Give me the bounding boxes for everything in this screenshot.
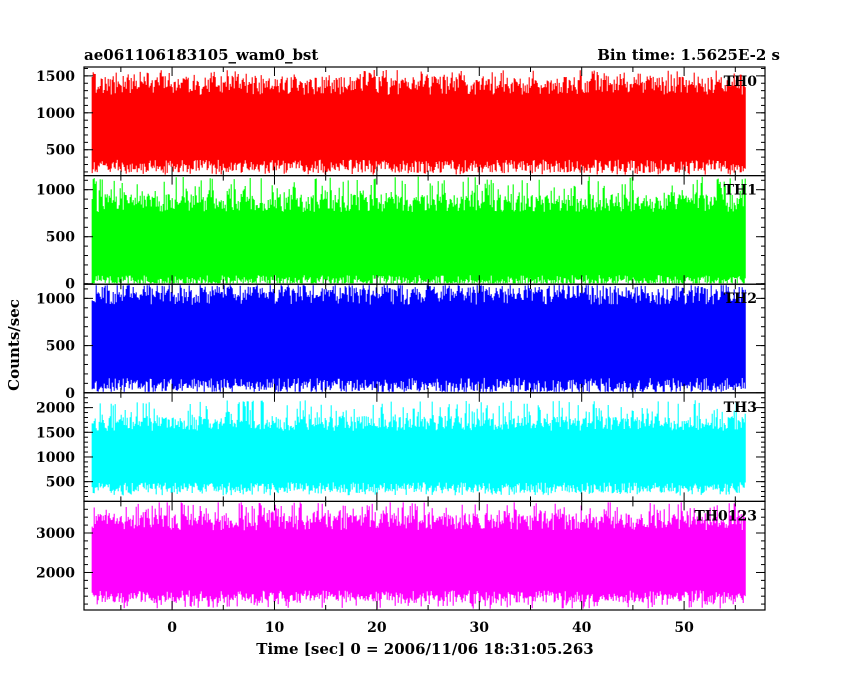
plot-title: ae061106183105_wam0_bst <box>84 46 318 64</box>
panel-label-th1: TH1 <box>724 183 757 199</box>
panel-frame-th0123 <box>83 500 766 611</box>
light-curve-th0 <box>91 70 746 175</box>
y-tick-label: 3000 <box>36 526 75 542</box>
bin-time-label: Bin time: 1.5625E-2 s <box>597 46 780 64</box>
y-axis-label: Counts/sec <box>5 299 23 391</box>
y-tick-label: 1000 <box>36 291 75 307</box>
x-tick-label: 40 <box>572 620 592 636</box>
y-tick-label: 0 <box>65 386 75 402</box>
panel-label-th0: TH0 <box>724 74 758 90</box>
y-tick-label: 1500 <box>36 69 75 85</box>
panel-label-th2: TH2 <box>724 291 757 307</box>
y-tick-label: 1000 <box>36 106 75 122</box>
x-tick-label: 0 <box>167 620 177 636</box>
x-tick-label: 30 <box>470 620 490 636</box>
x-tick-label: 20 <box>367 620 387 636</box>
light-curve-th0123 <box>91 502 746 609</box>
y-tick-label: 500 <box>46 475 75 491</box>
y-tick-label: 0 <box>65 277 75 293</box>
x-axis-label: Time [sec] 0 = 2006/11/06 18:31:05.263 <box>256 640 593 658</box>
y-tick-label: 1500 <box>36 425 75 441</box>
y-tick-label: 500 <box>46 230 75 246</box>
light-curve-th2 <box>91 285 746 392</box>
y-tick-label: 500 <box>46 143 75 159</box>
x-tick-label: 50 <box>674 620 694 636</box>
y-tick-label: 1000 <box>36 450 75 466</box>
light-curve-th1 <box>91 176 746 284</box>
panel-label-th0123: TH0123 <box>694 508 757 524</box>
y-tick-label: 1000 <box>36 183 75 199</box>
y-tick-label: 2000 <box>36 401 75 417</box>
panel-label-th3: TH3 <box>724 400 757 416</box>
x-tick-label: 10 <box>265 620 285 636</box>
light-curve-th3 <box>91 400 746 496</box>
y-tick-label: 2000 <box>36 565 75 581</box>
y-tick-label: 500 <box>46 339 75 355</box>
